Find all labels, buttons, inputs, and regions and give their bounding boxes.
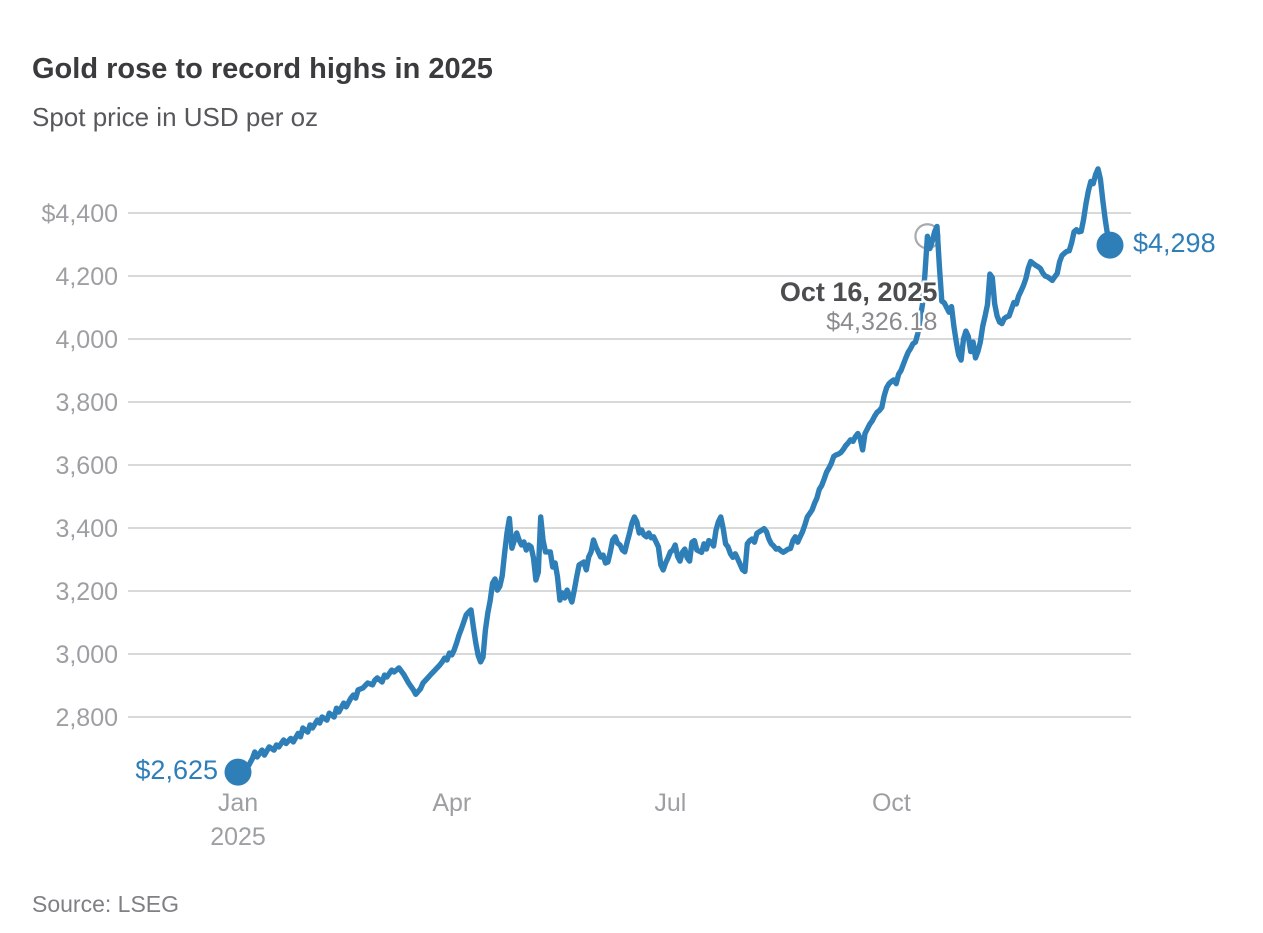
y-axis-tick-label: 3,400 [55,515,118,543]
end-point-dot [1096,231,1124,259]
start-point-dot [224,758,252,786]
y-axis-tick-label: 3,000 [55,641,118,669]
y-axis-tick-label: 3,800 [55,389,118,417]
x-axis-tick-label: Apr [432,789,471,817]
y-axis-tick-label: 3,600 [55,452,118,480]
y-axis-tick-label: 2,800 [55,704,118,732]
end-value-label: $4,298 [1133,228,1216,259]
y-axis-tick-label: $4,400 [42,200,118,228]
callout-annotation: Oct 16, 2025 $4,326.18 [780,277,938,337]
x-axis-tick-label: Jul [654,789,686,817]
chart-title: Gold rose to record highs in 2025 [32,53,493,85]
y-axis-tick-label: 4,200 [55,263,118,291]
price-line [235,166,1113,775]
x-axis-year-label: 2025 [210,823,266,851]
callout-date: Oct 16, 2025 [779,277,938,308]
y-axis-tick-label: 3,200 [55,578,118,606]
y-axis-tick-label: 4,000 [55,326,118,354]
start-value-label: $2,625 [135,755,218,786]
x-axis-tick-label: Jan [218,789,258,817]
callout-value: $4,326.18 [826,308,938,337]
source-attribution: Source: LSEG [32,891,180,917]
x-axis-tick-label: Oct [872,789,911,817]
chart-subtitle: Spot price in USD per oz [32,102,319,132]
